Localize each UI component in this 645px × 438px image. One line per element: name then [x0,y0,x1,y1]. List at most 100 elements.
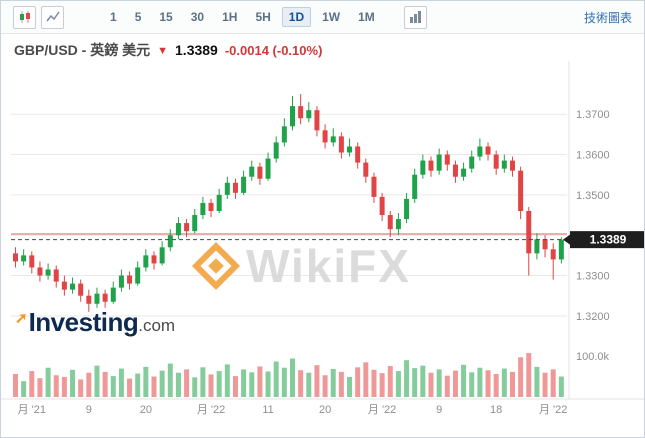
technical-chart-link[interactable]: 技術圖表 [584,9,632,26]
candle [111,288,116,302]
quote-row: GBP/USD - 英鎊 美元 ▼ 1.3389 -0.0014 (-0.10%… [14,40,322,60]
timeframe-30[interactable]: 30 [184,7,211,27]
candlestick-chart-icon[interactable] [13,6,36,29]
investing-logo[interactable]: ➚ Investing .com [15,309,175,335]
y-axis-label: 1.3600 [576,150,610,162]
candle [510,161,515,171]
candle [551,249,556,259]
volume-bar [494,374,499,397]
candle [396,219,401,229]
candle [380,197,385,215]
volume-bar [192,377,197,397]
candle [46,269,51,275]
area-chart-glyph [46,10,60,24]
candle [306,110,311,118]
candle [518,171,523,211]
area-chart-icon[interactable] [41,6,64,29]
chart-toolbar: 1515301H5H1D1W1M 技術圖表 [1,1,644,34]
candle [298,106,303,118]
timeframe-group: 1515301H5H1D1W1M [103,7,382,27]
volume-bar [445,376,450,397]
price-chart-canvas[interactable]: 1.37001.36001.35001.34001.33001.3200Wiki… [1,61,645,438]
volume-bar [62,377,67,397]
candle [160,247,165,263]
candle [502,161,507,169]
candle [461,169,466,177]
x-axis-label: 9 [436,404,442,416]
volume-bar [54,375,59,397]
last-price: 1.3389 [175,42,218,58]
logo-text: Investing [29,309,139,335]
candle [135,267,140,283]
volume-bar [13,374,18,397]
y-axis-label: 1.3700 [576,109,610,121]
candle [119,276,124,288]
volume-bar [274,361,279,397]
candle [282,126,287,142]
volume-bar [257,366,262,397]
volume-bar [396,371,401,397]
volume-bar [249,372,254,397]
volume-bar [78,379,83,397]
timeframe-15[interactable]: 15 [152,7,179,27]
volume-bar [559,377,564,397]
candle [176,223,181,235]
volume-bar [37,378,42,397]
x-axis-label: 月 '22 [197,404,225,416]
volume-bar [526,353,531,397]
volume-bar [469,372,474,397]
volume-bar [266,371,271,397]
candle [486,146,491,154]
volume-bar [217,371,222,397]
volume-bar [200,367,205,397]
volume-bar [510,372,515,397]
indicators-icon[interactable] [404,6,427,29]
volume-bar [429,373,434,397]
volume-bar [233,376,238,397]
logo-suffix: .com [138,317,175,334]
timeframe-1[interactable]: 1 [103,7,124,27]
y-axis-label: 1.3200 [576,311,610,323]
timeframe-5h[interactable]: 5H [248,7,277,27]
candle [184,223,189,231]
volume-bar [152,377,157,397]
timeframe-5[interactable]: 5 [128,7,149,27]
volume-bar [282,368,287,397]
candle [127,276,132,284]
volume-bar [453,371,458,397]
timeframe-1d[interactable]: 1D [282,7,311,27]
volume-bar [412,368,417,397]
y-axis-label: 1.3500 [576,190,610,202]
volume-bar [461,365,466,397]
volume-bar [380,373,385,397]
indicators-glyph [408,10,422,24]
candle [412,175,417,199]
candle [241,177,246,193]
candle [469,157,474,169]
last-price-tag-text: 1.3389 [590,233,627,247]
candle [225,183,230,195]
candle [152,255,157,263]
timeframe-1w[interactable]: 1W [315,7,347,27]
candle [266,159,271,179]
volume-bar [94,366,99,397]
candle [274,142,279,158]
volume-bar [347,377,352,397]
candle [94,294,99,304]
volume-bar [331,369,336,397]
candle [453,165,458,177]
volume-bar [437,369,442,397]
chart-widget: 1515301H5H1D1W1M 技術圖表 GBP/USD - 英鎊 美元 ▼ … [0,0,645,438]
volume-bar [420,366,425,397]
volume-bar [290,359,295,397]
volume-bar [363,362,368,397]
volume-bar [534,367,539,397]
timeframe-1h[interactable]: 1H [215,7,244,27]
candle [429,161,434,171]
x-axis-label: 9 [86,404,92,416]
candle [257,167,262,179]
candle [494,155,499,169]
timeframe-1m[interactable]: 1M [351,7,382,27]
volume-bar [502,369,507,397]
volume-bar [518,357,523,397]
